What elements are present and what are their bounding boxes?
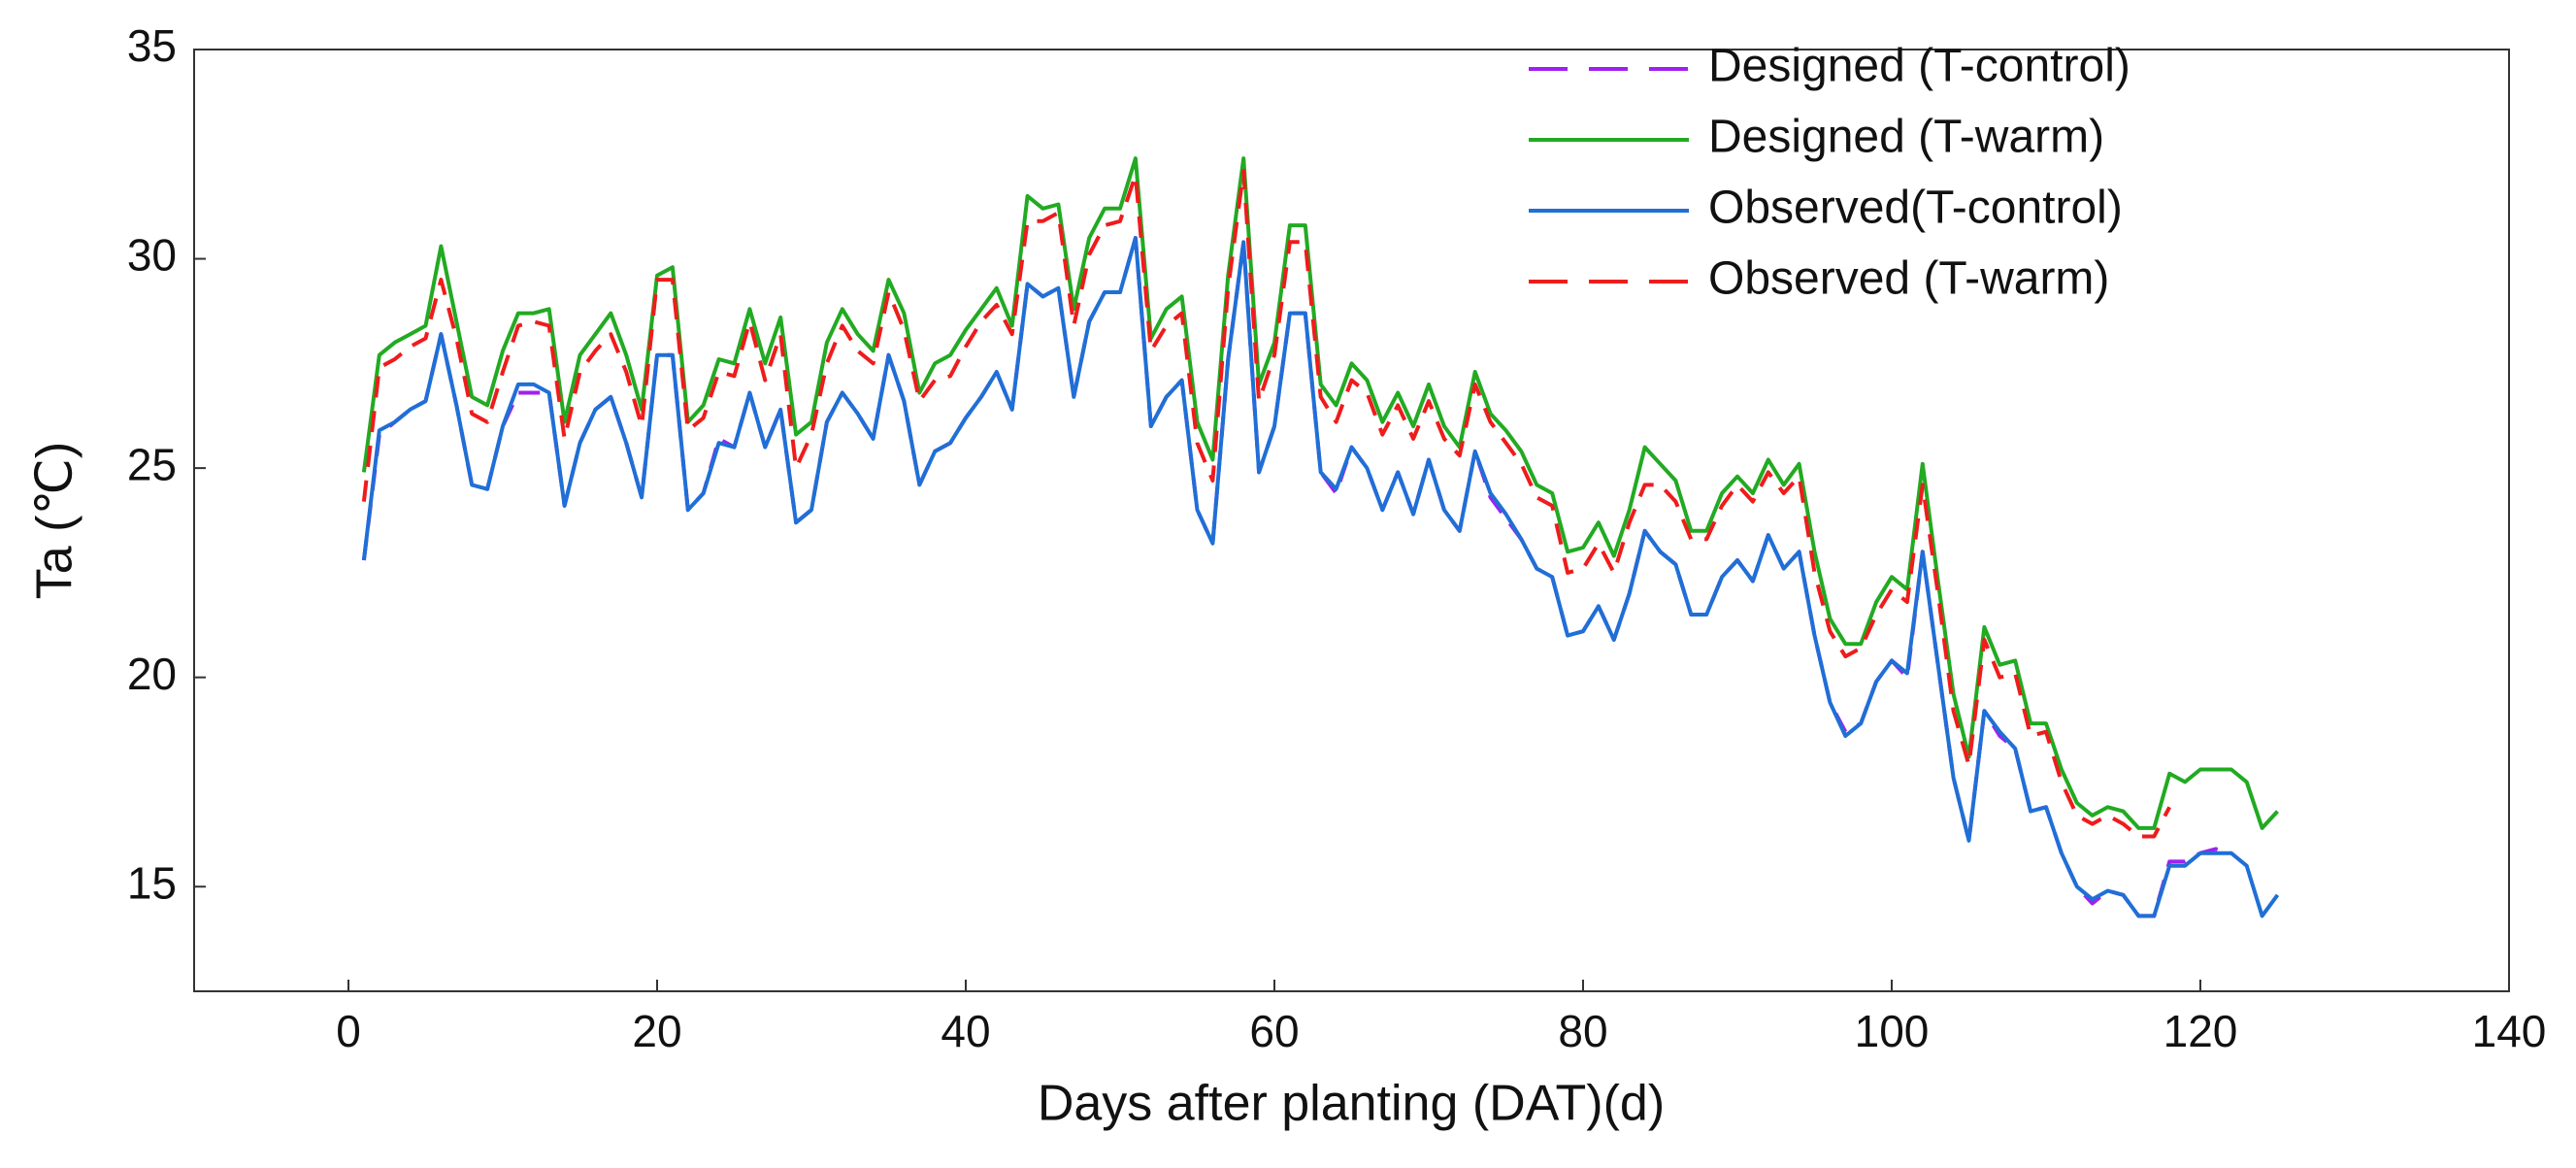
- x-tick-label: 60: [1249, 1006, 1299, 1056]
- y-tick-label: 30: [127, 230, 177, 281]
- x-tick-label: 0: [336, 1006, 361, 1056]
- series-line: [361, 236, 2280, 918]
- legend-label: Designed (T-control): [1708, 41, 2130, 92]
- y-tick-label: 20: [127, 649, 177, 699]
- plot-frame: [193, 49, 2510, 992]
- series-line: [361, 236, 2232, 918]
- y-tick-label: 15: [127, 857, 177, 908]
- x-tick-label: 40: [941, 1006, 990, 1056]
- x-axis-label: Days after planting (DAT)(d): [1038, 1076, 1665, 1132]
- x-tick-label: 140: [2472, 1006, 2547, 1056]
- x-tick-label: 80: [1558, 1006, 1607, 1056]
- x-tick-label: 120: [2163, 1006, 2238, 1056]
- legend-label: Observed (T-warm): [1708, 253, 2109, 305]
- y-axis-label: Ta (℃): [27, 442, 83, 599]
- x-tick-label: 100: [1855, 1006, 1930, 1056]
- legend-label: Observed(T-control): [1708, 183, 2123, 234]
- y-tick-label: 25: [127, 439, 177, 489]
- x-tick-label: 20: [632, 1006, 681, 1056]
- legend-label: Designed (T-warm): [1708, 112, 2104, 163]
- series-line: [361, 169, 2171, 839]
- y-tick-label: 35: [127, 20, 177, 71]
